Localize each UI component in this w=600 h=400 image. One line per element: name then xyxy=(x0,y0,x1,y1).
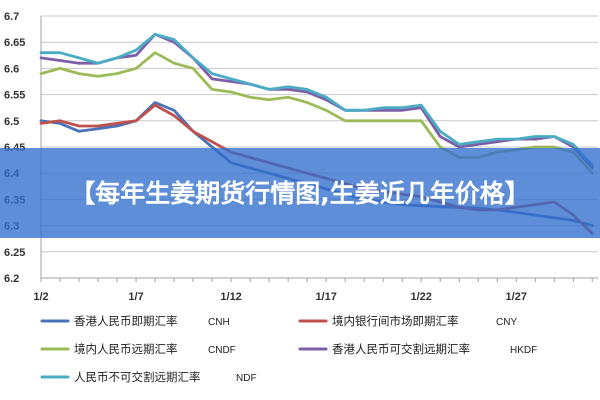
x-tick-label: 1/27 xyxy=(506,291,527,303)
legend-code: CNY xyxy=(496,317,517,328)
y-tick-label: 6.2 xyxy=(4,273,19,285)
series-line-ndf xyxy=(39,32,594,167)
y-tick-label: 6.65 xyxy=(4,37,25,49)
y-tick-label: 6.25 xyxy=(4,247,25,259)
series-line-hkdf xyxy=(39,32,594,170)
legend-label: 香港人民币即期汇率 xyxy=(74,314,178,328)
x-tick-label: 1/17 xyxy=(315,291,336,303)
legend-code: CNDF xyxy=(208,345,236,356)
x-tick-label: 1/22 xyxy=(410,291,431,303)
legend-code: HKDF xyxy=(510,345,537,356)
legend: 香港人民币即期汇率 CNH 境内银行间市场即期汇率 CNY 境内人民币远期汇率 CNDF 香… xyxy=(40,314,537,384)
title-banner: 【每年生姜期货行情图,生姜近几年价格】 xyxy=(0,148,600,238)
y-tick-label: 6.7 xyxy=(4,11,19,23)
legend-code: CNH xyxy=(208,317,230,328)
legend-label: 香港人民币可交割远期汇率 xyxy=(332,342,470,356)
x-tick-label: 1/12 xyxy=(220,291,241,303)
x-tick-label: 1/2 xyxy=(33,291,48,303)
y-tick-label: 6.55 xyxy=(4,90,25,102)
legend-label: 境内银行间市场即期汇率 xyxy=(332,314,459,328)
y-tick-label: 6.5 xyxy=(4,116,19,128)
legend-label: 境内人民币远期汇率 xyxy=(74,342,178,356)
y-tick-label: 6.6 xyxy=(4,63,19,75)
legend-code: NDF xyxy=(236,373,257,384)
banner-title: 【每年生姜期货行情图,生姜近几年价格】 xyxy=(70,178,530,208)
x-tick-label: 1/7 xyxy=(128,291,143,303)
legend-label: 人民币不可交割远期汇率 xyxy=(74,370,201,384)
